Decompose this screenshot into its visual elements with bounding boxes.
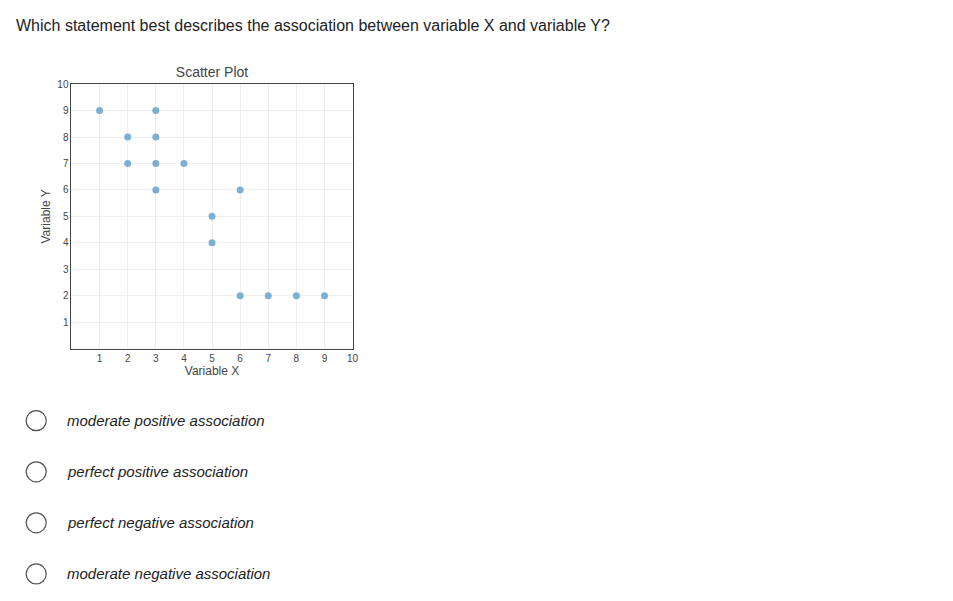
svg-text:8: 8 <box>63 132 69 143</box>
svg-text:Which statement best describes: Which statement best describes the assoc… <box>16 17 610 34</box>
svg-text:1: 1 <box>63 317 69 328</box>
svg-text:2: 2 <box>125 353 131 364</box>
svg-text:9: 9 <box>63 105 69 116</box>
svg-text:perfect positive association: perfect positive association <box>67 463 248 480</box>
svg-text:Variable X: Variable X <box>185 364 239 378</box>
svg-text:5: 5 <box>209 353 215 364</box>
svg-text:9: 9 <box>322 353 328 364</box>
svg-text:moderate negative association: moderate negative association <box>67 565 270 582</box>
svg-text:10: 10 <box>57 79 69 90</box>
svg-text:4: 4 <box>63 237 69 248</box>
svg-text:6: 6 <box>237 353 243 364</box>
svg-text:10: 10 <box>347 353 359 364</box>
svg-text:4: 4 <box>181 353 187 364</box>
svg-text:7: 7 <box>265 353 271 364</box>
svg-text:8: 8 <box>294 353 300 364</box>
svg-text:perfect negative association: perfect negative association <box>67 514 254 531</box>
svg-text:1: 1 <box>97 353 103 364</box>
svg-text:3: 3 <box>63 264 69 275</box>
svg-text:moderate positive association: moderate positive association <box>67 412 265 429</box>
svg-text:5: 5 <box>63 211 69 222</box>
svg-text:2: 2 <box>63 290 69 301</box>
svg-text:6: 6 <box>63 184 69 195</box>
svg-text:Scatter Plot: Scatter Plot <box>176 64 248 80</box>
svg-text:7: 7 <box>63 158 69 169</box>
svg-text:Variable Y: Variable Y <box>39 189 53 243</box>
svg-text:3: 3 <box>153 353 159 364</box>
